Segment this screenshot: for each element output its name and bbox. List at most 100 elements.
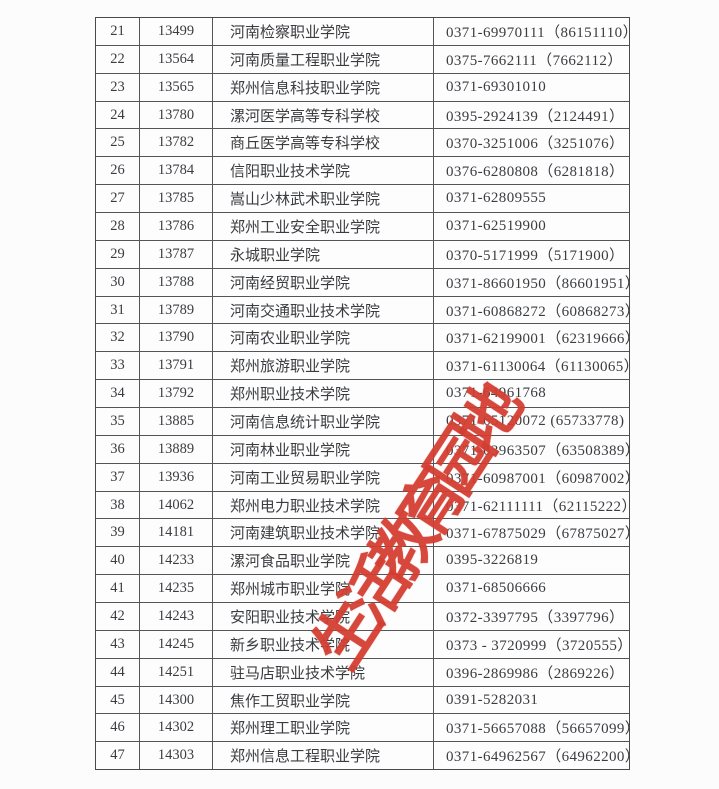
cell-name: 河南信息统计职业学院 [213,408,434,435]
cell-no: 27 [96,185,140,213]
cell-name: 郑州理工职业学院 [213,714,434,742]
cell-phone: 0371-64961768 [446,385,547,402]
cell-phone: 0371-69970111（86151110） [446,24,629,41]
cell-code: 14233 [140,547,213,575]
table-row: 27 13785 嵩山少林武术职业学院 0371-62809555 [96,185,629,214]
cell-no: 30 [96,268,140,296]
cell-code: 13787 [140,240,213,268]
cell-phone: 0371-60868272（60868273） [446,303,629,320]
cell-code: 13499 [140,18,213,45]
table-row: 44 14251 驻马店职业技术学院 0396-2869986（2869226） [96,658,629,687]
cell-no: 34 [96,380,140,408]
table-row: 47 14303 郑州信息工程职业学院 0371-64962567（64962200） [96,742,629,770]
cell-no: 39 [96,519,140,547]
table-row: 30 13788 河南经贸职业学院 0371-86601950（86601951） [96,268,629,297]
table-row: 43 14245 新乡职业技术学院 0373 - 3720999（3720555） [96,630,629,659]
cell-no: 26 [96,157,140,185]
table-row: 39 14181 河南建筑职业技术学院 0371-67875029（67875027） [96,519,629,548]
table-row: 42 14243 安阳职业技术学院 0372-3397795（3397796） [96,603,629,631]
cell-phone: 0395-2924139（2124491） [446,108,625,125]
cell-phone: 0371-62199001（62319666） [446,331,629,348]
table-row: 41 14235 郑州城市职业学院 0371-68506666 [96,575,629,604]
cell-no: 37 [96,463,140,491]
cell-no: 45 [96,686,140,714]
cell-phone: 0375-7662111（7662112） [446,52,623,69]
cell-no: 42 [96,603,140,630]
cell-phone: 0371-63963507（63508389） [446,442,629,459]
cell-name: 河南质量工程职业学院 [213,45,434,73]
cell-name: 漯河医学高等专科学校 [213,101,434,129]
cell-no: 36 [96,435,140,463]
cell-code: 13784 [140,157,213,185]
cell-phone: 0371-62111111（62115222） [446,498,629,515]
cell-name: 河南检察职业学院 [213,18,434,45]
cell-name: 信阳职业技术学院 [213,157,434,185]
cell-code: 14181 [140,519,213,547]
cell-code: 14245 [140,630,213,658]
cell-phone: 0371-62809555 [446,190,547,207]
cell-phone: 0396-2869986（2869226） [446,665,625,682]
cell-phone: 0391-5282031 [446,691,539,708]
cell-code: 13885 [140,408,213,435]
cell-no: 29 [96,240,140,268]
cell-name: 郑州旅游职业学院 [213,352,434,380]
cell-no: 35 [96,408,140,435]
cell-code: 13789 [140,296,213,324]
cell-name: 郑州城市职业学院 [213,575,434,603]
cell-name: 焦作工贸职业学院 [213,686,434,714]
cell-code: 14235 [140,575,213,603]
cell-name: 河南建筑职业技术学院 [213,519,434,547]
cell-name: 郑州职业技术学院 [213,380,434,408]
table-row: 40 14233 漯河食品职业学院 0395-3226819 [96,547,629,576]
cell-code: 13790 [140,324,213,352]
cell-name: 嵩山少林武术职业学院 [213,185,434,213]
cell-no: 47 [96,742,140,770]
table-row: 22 13564 河南质量工程职业学院 0375-7662111（7662112） [96,45,629,74]
cell-name: 河南林业职业学院 [213,435,434,463]
cell-phone: 0370-5171999（5171900） [446,247,625,264]
cell-name: 河南工业贸易职业学院 [213,463,434,491]
table-row: 46 14302 郑州理工职业学院 0371-56657088（56657099） [96,714,629,743]
table-row: 28 13786 郑州工业安全职业学院 0371-62519900 [96,213,629,241]
cell-name: 郑州工业安全职业学院 [213,213,434,240]
cell-phone: 0371-60987001（60987002） [446,470,629,487]
cell-name: 河南经贸职业学院 [213,268,434,296]
cell-no: 28 [96,213,140,240]
cell-no: 24 [96,101,140,129]
table-row: 35 13885 河南信息统计职业学院 0371-65120072 (65733778… [96,408,629,436]
table-row: 37 13936 河南工业贸易职业学院 0371-60987001（60987002） [96,463,629,492]
table-row: 24 13780 漯河医学高等专科学校 0395-2924139（2124491） [96,101,629,130]
cell-no: 38 [96,491,140,519]
table-row: 38 14062 郑州电力职业技术学院 0371-62111111（62115222） [96,491,629,520]
cell-code: 13889 [140,435,213,463]
cell-phone: 0376-6280808（6281818） [446,164,625,181]
cell-name: 新乡职业技术学院 [213,630,434,658]
cell-phone: 0370-3251006（3251076） [446,136,625,153]
cell-code: 14303 [140,742,213,770]
cell-no: 31 [96,296,140,324]
college-phone-table: 21 13499 河南检察职业学院 0371-69970111（86151110） 22… [95,17,630,770]
cell-phone: 0371-64962567（64962200） [446,749,629,766]
cell-no: 25 [96,129,140,157]
table-row: 33 13791 郑州旅游职业学院 0371-61130064（61130065） [96,352,629,381]
cell-name: 安阳职业技术学院 [213,603,434,630]
cell-no: 46 [96,714,140,742]
cell-code: 14302 [140,714,213,742]
cell-phone: 0371-65120072 (65733778) [446,412,625,429]
cell-no: 43 [96,630,140,658]
table-row: 45 14300 焦作工贸职业学院 0391-5282031 [96,686,629,715]
table-row: 25 13782 商丘医学高等专科学校 0370-3251006（3251076） [96,129,629,158]
cell-code: 14243 [140,603,213,630]
cell-name: 永城职业学院 [213,240,434,268]
cell-phone: 0371-56657088（56657099） [446,721,629,738]
cell-phone: 0371-67875029（67875027） [446,526,629,543]
cell-name: 商丘医学高等专科学校 [213,129,434,157]
cell-name: 河南交通职业技术学院 [213,296,434,324]
cell-name: 驻马店职业技术学院 [213,658,434,686]
cell-code: 13785 [140,185,213,213]
cell-no: 22 [96,45,140,73]
cell-code: 13564 [140,45,213,73]
cell-phone: 0373 - 3720999（3720555） [446,637,629,654]
cell-name: 漯河食品职业学院 [213,547,434,575]
cell-code: 14062 [140,491,213,519]
